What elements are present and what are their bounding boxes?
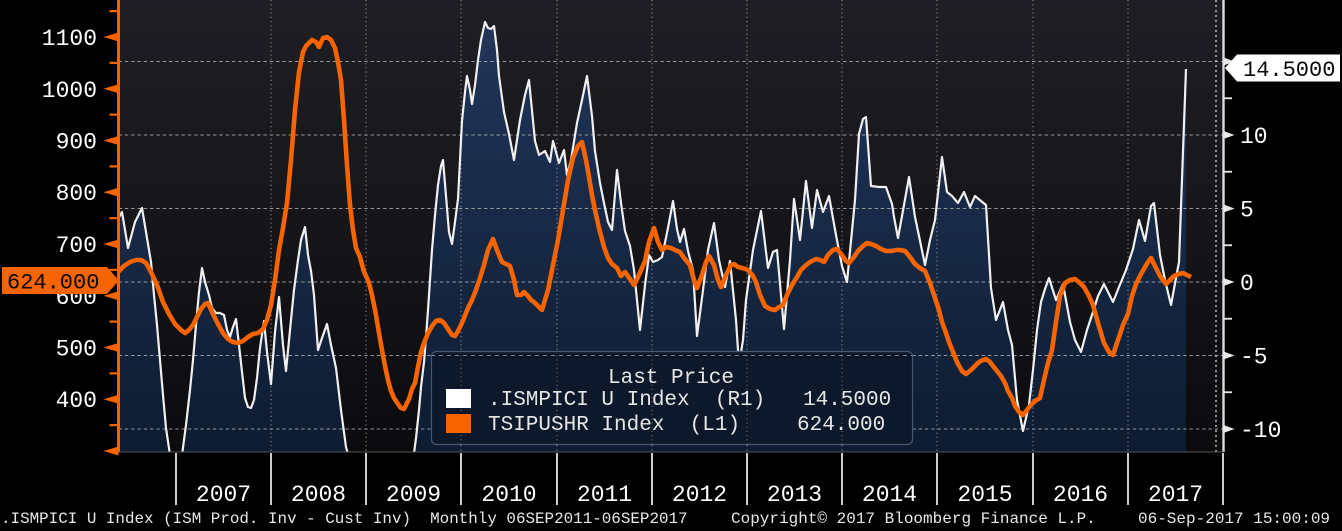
svg-text:.ISMPICI U Index (R1): .ISMPICI U Index (R1)	[488, 389, 765, 412]
svg-text:TSIPUSHR Index (L1): TSIPUSHR Index (L1)	[488, 414, 740, 437]
svg-text:2016: 2016	[1053, 482, 1108, 508]
svg-text:2015: 2015	[957, 482, 1012, 508]
svg-text:.ISMPICI U Index (ISM Prod. In: .ISMPICI U Index (ISM Prod. Inv - Cust I…	[1, 510, 688, 528]
svg-text:14.5000: 14.5000	[1243, 58, 1335, 83]
svg-text:2011: 2011	[577, 482, 632, 508]
svg-text:Copyright© 2017 Bloomberg Fina: Copyright© 2017 Bloomberg Finance L.P.	[731, 510, 1096, 528]
svg-text:2009: 2009	[386, 482, 441, 508]
svg-text:2010: 2010	[481, 482, 536, 508]
svg-text:2014: 2014	[862, 482, 917, 508]
svg-text:2007: 2007	[196, 482, 251, 508]
svg-text:500: 500	[56, 337, 97, 363]
svg-text:-5: -5	[1240, 345, 1268, 371]
svg-text:900: 900	[56, 130, 97, 156]
svg-text:2008: 2008	[291, 482, 346, 508]
svg-text:1000: 1000	[42, 78, 97, 104]
svg-text:5: 5	[1240, 198, 1254, 224]
svg-text:624.000: 624.000	[797, 414, 885, 437]
svg-text:800: 800	[56, 181, 97, 207]
svg-text:10: 10	[1240, 124, 1268, 150]
svg-text:06-Sep-2017 15:00:09: 06-Sep-2017 15:00:09	[1138, 510, 1330, 528]
svg-text:14.5000: 14.5000	[803, 389, 891, 412]
svg-text:Last Price: Last Price	[608, 367, 734, 390]
svg-text:2012: 2012	[672, 482, 727, 508]
svg-text:624.000: 624.000	[7, 271, 99, 296]
svg-text:700: 700	[56, 233, 97, 259]
svg-text:0: 0	[1240, 271, 1254, 297]
svg-text:1100: 1100	[42, 26, 97, 52]
svg-text:2013: 2013	[767, 482, 822, 508]
svg-text:400: 400	[56, 388, 97, 414]
svg-text:-10: -10	[1240, 418, 1281, 444]
svg-text:2017: 2017	[1148, 482, 1203, 508]
